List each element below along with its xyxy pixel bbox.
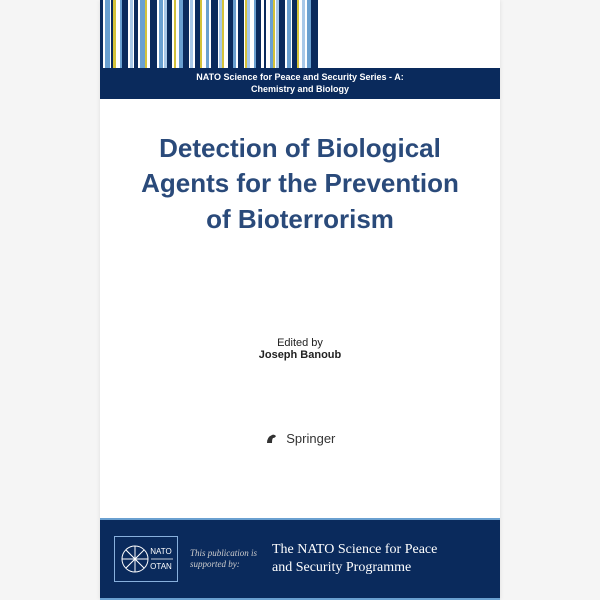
prog-line2: and Security Programme xyxy=(272,560,411,575)
publication-support-text: This publication is supported by: xyxy=(190,548,260,570)
title-line: Agents for the Prevention xyxy=(141,168,459,198)
barcode-strip xyxy=(100,0,500,68)
book-title: Detection of Biological Agents for the P… xyxy=(130,131,470,236)
editor-label: Edited by xyxy=(100,337,500,349)
publisher-name: Springer xyxy=(286,431,335,446)
pub-line1: This publication is xyxy=(190,548,257,558)
nato-badge: NATO OTAN xyxy=(114,536,178,582)
programme-name: The NATO Science for Peace and Security … xyxy=(272,541,437,577)
pub-line2: supported by: xyxy=(190,559,240,569)
editor-name: Joseph Banoub xyxy=(100,349,500,361)
barcode-bar xyxy=(211,0,218,68)
book-cover: NATO Science for Peace and Security Seri… xyxy=(100,0,500,600)
title-area: Detection of Biological Agents for the P… xyxy=(100,99,500,236)
publisher: Springer xyxy=(100,431,500,446)
series-bar: NATO Science for Peace and Security Seri… xyxy=(100,68,500,99)
barcode-bar xyxy=(318,0,320,68)
prog-line1: The NATO Science for Peace xyxy=(272,542,437,557)
barcode-bar xyxy=(150,0,157,68)
editor-block: Edited by Joseph Banoub xyxy=(100,337,500,361)
svg-text:NATO: NATO xyxy=(150,547,171,556)
series-line1: NATO Science for Peace and Security Seri… xyxy=(196,72,403,82)
series-line2: Chemistry and Biology xyxy=(251,84,349,94)
footer-bar: NATO OTAN This publication is supported … xyxy=(100,518,500,600)
barcode-bar xyxy=(311,0,318,68)
title-line: Detection of Biological xyxy=(159,133,441,163)
springer-horse-icon xyxy=(265,431,279,445)
svg-text:OTAN: OTAN xyxy=(150,562,172,571)
title-line: of Bioterrorism xyxy=(206,204,394,234)
